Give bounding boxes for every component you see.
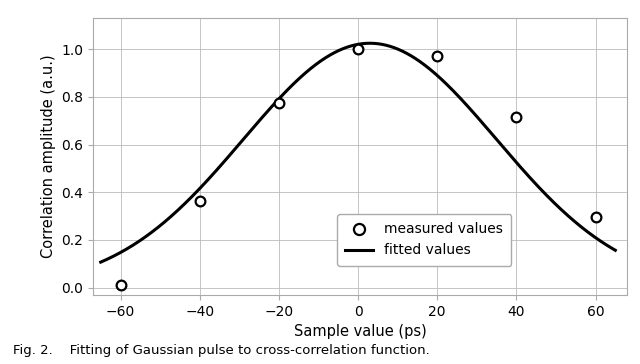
fitted values — [502, 149, 510, 153]
Legend: measured values, fitted values: measured values, fitted values — [337, 214, 511, 266]
fitted values — [611, 248, 619, 253]
fitted values — [596, 239, 604, 243]
fitted values — [366, 41, 374, 46]
measured values — [513, 115, 520, 119]
fitted values — [333, 49, 341, 54]
fitted values — [123, 247, 131, 251]
fitted values — [347, 44, 355, 48]
X-axis label: Sample value (ps): Sample value (ps) — [294, 324, 426, 339]
Y-axis label: Correlation amplitude (a.u.): Correlation amplitude (a.u.) — [40, 55, 56, 258]
Line: measured values: measured values — [116, 44, 600, 290]
measured values — [116, 283, 124, 288]
fitted values — [597, 239, 605, 244]
measured values — [275, 101, 283, 105]
measured values — [196, 198, 204, 203]
fitted values — [97, 260, 104, 264]
Text: Fig. 2.    Fitting of Gaussian pulse to cross-correlation function.: Fig. 2. Fitting of Gaussian pulse to cro… — [13, 344, 429, 357]
measured values — [433, 54, 441, 59]
Line: fitted values: fitted values — [100, 43, 615, 262]
measured values — [354, 47, 362, 51]
measured values — [592, 215, 600, 219]
